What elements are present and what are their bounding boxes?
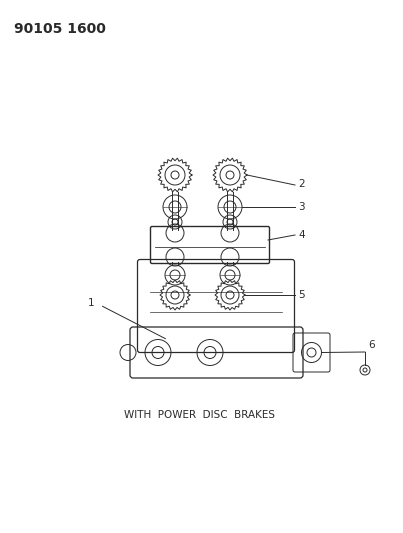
Text: 1: 1: [87, 298, 94, 308]
Text: 2: 2: [298, 179, 305, 189]
Text: 90105 1600: 90105 1600: [14, 22, 106, 36]
Text: 3: 3: [298, 202, 305, 212]
Text: 6: 6: [368, 340, 375, 350]
Text: 5: 5: [298, 290, 305, 300]
Text: 4: 4: [298, 230, 305, 240]
Text: WITH  POWER  DISC  BRAKES: WITH POWER DISC BRAKES: [125, 410, 276, 420]
